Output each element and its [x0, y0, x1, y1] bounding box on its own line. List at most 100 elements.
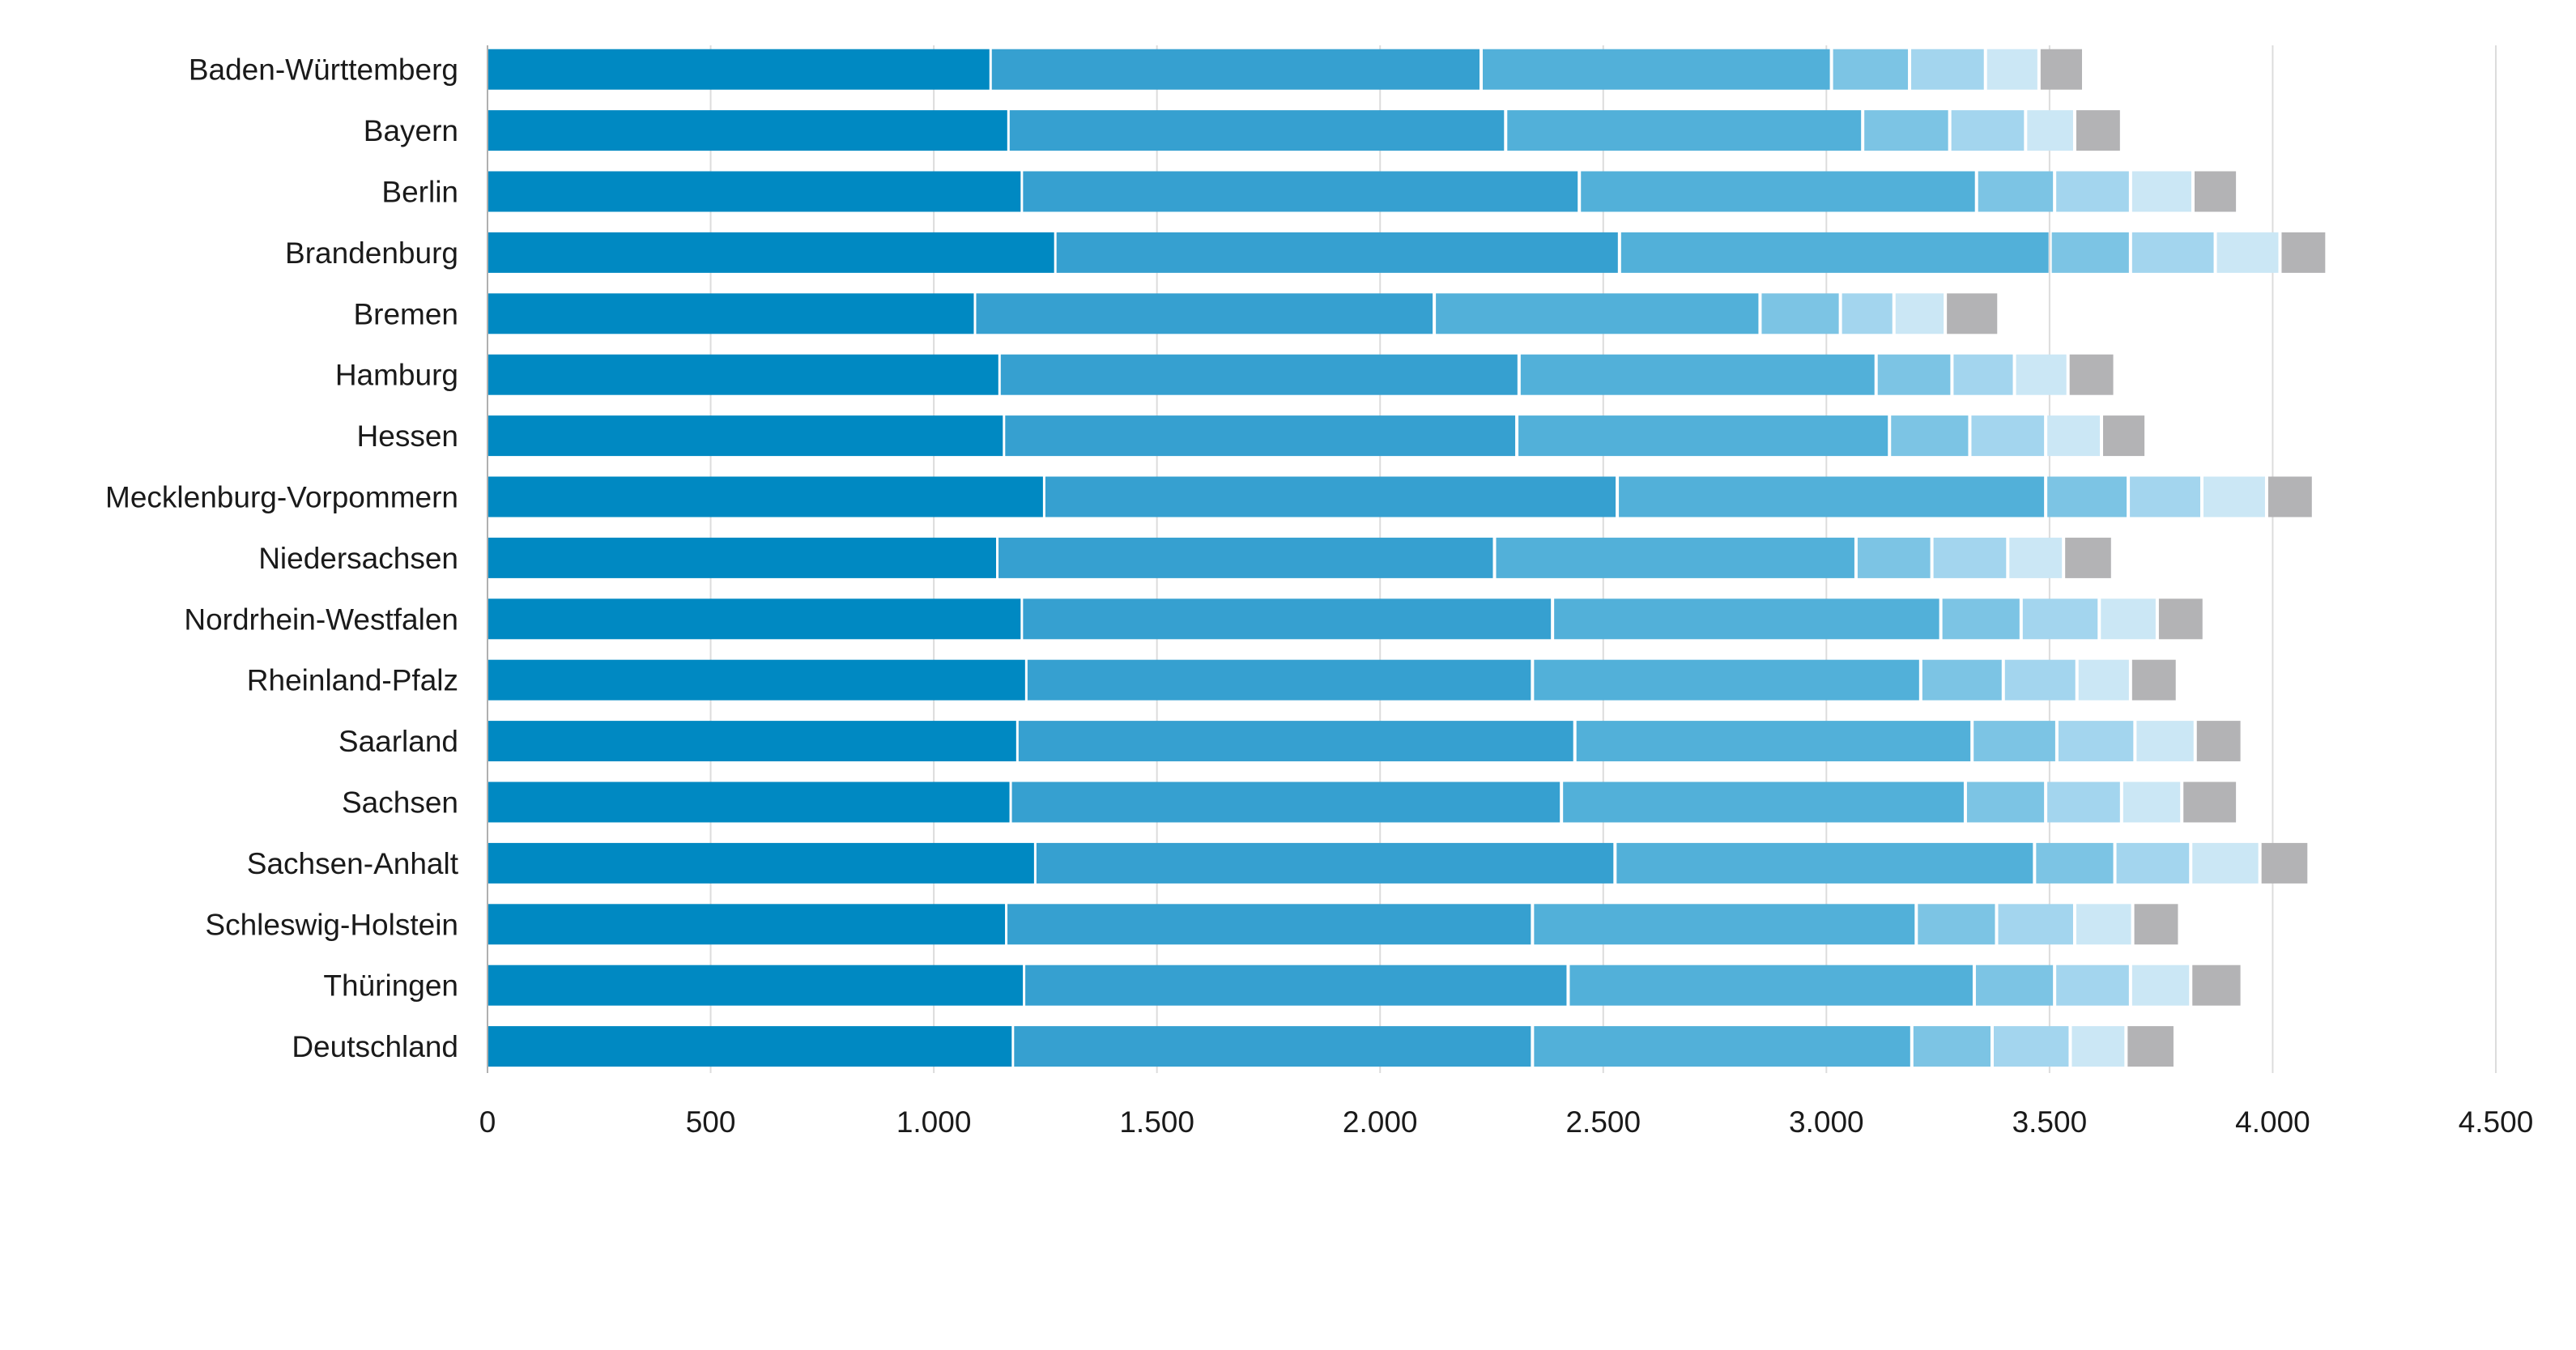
bar-segment	[2196, 721, 2241, 762]
bar-segment	[1857, 537, 1931, 578]
bar-segment	[488, 415, 1003, 457]
bar-segment	[2216, 232, 2279, 273]
x-tick-label: 4.000	[2235, 1105, 2310, 1139]
bar-segment	[1018, 721, 1573, 762]
bar-segment	[488, 171, 1021, 212]
bar-segment	[2069, 354, 2114, 395]
bar-segment	[2076, 110, 2120, 151]
bar-segment	[2016, 354, 2067, 395]
bar-segment	[2130, 476, 2201, 517]
bar-segment	[2056, 171, 2129, 212]
bar-segment	[1913, 1026, 1991, 1067]
bar-segment	[488, 537, 997, 578]
bar-segment	[2192, 842, 2259, 884]
bar-segment	[488, 49, 990, 90]
bar-segment	[2051, 232, 2129, 273]
bar-segment	[1027, 659, 1531, 701]
x-tick-label: 4.500	[2459, 1105, 2534, 1139]
bar-segment	[1518, 415, 1888, 457]
bar-segment	[2131, 659, 2176, 701]
bar-segment	[2261, 842, 2308, 884]
category-label: Bayern	[364, 114, 458, 147]
bar-segment	[2022, 598, 2098, 640]
bar-segment	[1895, 293, 1944, 334]
x-tick-label: 3.500	[2012, 1105, 2088, 1139]
bar-segment	[1581, 171, 1975, 212]
bar-segment	[488, 110, 1007, 151]
category-label: Berlin	[381, 176, 458, 209]
category-label: Saarland	[338, 725, 458, 758]
bar-segment	[976, 293, 1433, 334]
bar-segment	[2076, 904, 2131, 945]
bar-segment	[2158, 598, 2203, 640]
category-label: Thüringen	[323, 969, 458, 1003]
bar-segment	[1833, 49, 1909, 90]
bar-segment	[2134, 904, 2178, 945]
x-tick-label: 1.000	[896, 1105, 972, 1139]
bar-segment	[1942, 598, 2020, 640]
bar-segment	[1507, 110, 1862, 151]
category-label: Bremen	[353, 297, 458, 330]
bar-segment	[1974, 721, 2055, 762]
bar-segment	[2056, 965, 2129, 1006]
bar-segment	[1947, 293, 1998, 334]
x-tick-label: 2.000	[1343, 1105, 1418, 1139]
bar-segment	[2065, 537, 2111, 578]
bar-segment	[488, 598, 1021, 640]
bar-segment	[2047, 415, 2101, 457]
bar-segment	[991, 49, 1480, 90]
bar-segment	[2192, 965, 2241, 1006]
category-label: Sachsen	[342, 786, 458, 820]
bar-segment	[1569, 965, 1973, 1006]
bar-segment	[2131, 171, 2191, 212]
bar-segment	[2136, 721, 2194, 762]
bar-segment	[488, 781, 1010, 823]
bar-segment	[2127, 1026, 2174, 1067]
bar-segment	[2058, 721, 2134, 762]
bar-segment	[1911, 49, 1984, 90]
bar-segment	[2203, 476, 2265, 517]
category-label: Deutschland	[292, 1030, 458, 1063]
bar-segment	[1620, 232, 2049, 273]
bar-segment	[1933, 537, 2007, 578]
bar-segment	[1619, 476, 2045, 517]
bar-segment	[488, 721, 1016, 762]
category-label: Hessen	[357, 419, 458, 453]
bar-segment	[488, 354, 998, 395]
bar-segment	[998, 537, 1493, 578]
bar-segment	[488, 965, 1024, 1006]
bar-segment	[1023, 171, 1578, 212]
bar-segment	[1482, 49, 1830, 90]
bar-segment	[1534, 904, 1915, 945]
bar-segment	[1918, 904, 1995, 945]
category-label: Rheinland-Pfalz	[247, 664, 458, 697]
category-label: Mecklenburg-Vorpommern	[105, 481, 458, 514]
bar-segment	[1978, 171, 2054, 212]
bar-segment	[1576, 721, 1971, 762]
bar-segment	[1554, 598, 1939, 640]
x-tick-label: 3.000	[1789, 1105, 1864, 1139]
bar-segment	[1007, 904, 1531, 945]
category-label: Niedersachsen	[258, 542, 458, 575]
bar-segment	[488, 232, 1054, 273]
bar-segment	[2195, 171, 2237, 212]
bar-segment	[2183, 781, 2237, 823]
bar-segment	[1023, 598, 1552, 640]
bar-segment	[2123, 781, 2181, 823]
category-label: Hamburg	[335, 359, 458, 392]
bar-segment	[1014, 1026, 1531, 1067]
x-tick-label: 2.500	[1565, 1105, 1641, 1139]
bar-segment	[1922, 659, 2002, 701]
x-tick-label: 500	[686, 1105, 736, 1139]
bar-segment	[488, 476, 1043, 517]
bar-segment	[1009, 110, 1505, 151]
category-label: Nordrhein-Westfalen	[184, 603, 458, 636]
bar-segment	[488, 293, 974, 334]
bar-segment	[2047, 781, 2120, 823]
bar-segment	[2047, 476, 2127, 517]
x-tick-label: 1.500	[1119, 1105, 1194, 1139]
bar-segment	[1998, 904, 2073, 945]
x-tick-label: 0	[479, 1105, 496, 1139]
x-axis-tick-labels: 0 500 1.000 1.500 2.000 2.500 3.000 3.500 4.000 4…	[479, 1105, 2534, 1139]
bar-segment	[1761, 293, 1839, 334]
